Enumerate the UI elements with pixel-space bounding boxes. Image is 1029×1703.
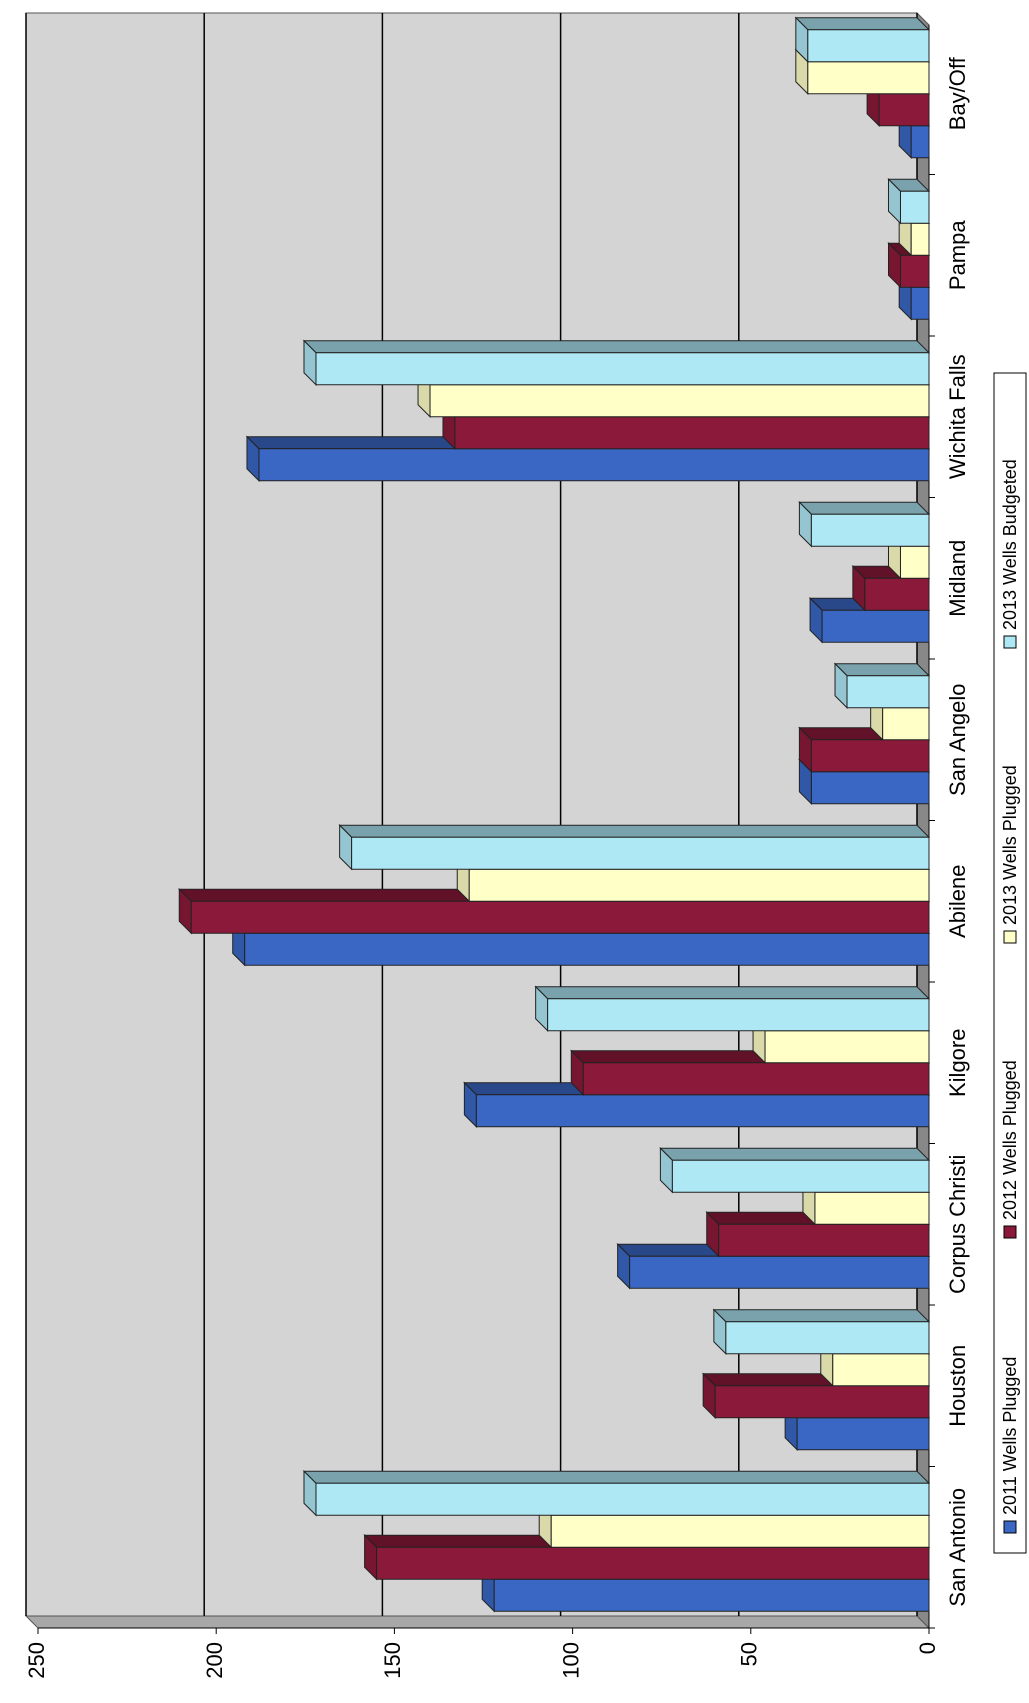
legend-swatch	[1003, 1520, 1017, 1534]
bar	[190, 900, 930, 934]
bar	[376, 1546, 930, 1580]
y-tick-label: 0	[915, 1642, 940, 1654]
legend: 2011 Wells Plugged 2012 Wells Plugged 2013…	[993, 372, 1027, 1554]
bar	[714, 1385, 930, 1419]
y-tick-label: 250	[24, 1642, 49, 1679]
bar	[807, 61, 930, 95]
x-tick-label: Bay/Off	[945, 56, 970, 130]
bar	[910, 125, 930, 159]
bar	[493, 1578, 930, 1612]
x-tick-label: Kilgore	[945, 1029, 970, 1097]
y-tick-label: 100	[558, 1642, 583, 1679]
bar	[810, 771, 930, 805]
bar-side	[712, 1309, 931, 1323]
bar-side	[534, 986, 931, 1000]
bar-side	[833, 663, 931, 677]
legend-label: 2013 Wells Budgeted	[1000, 459, 1020, 630]
bar	[454, 416, 930, 450]
legend-swatch	[1003, 635, 1017, 649]
bar	[796, 1417, 930, 1451]
bar	[899, 545, 930, 579]
bar-side	[302, 1470, 931, 1484]
bar	[671, 1159, 930, 1193]
bar	[821, 609, 930, 643]
rotated-chart: 0 50 100 150 200 250 San Antonio Houston Corpus …	[24, 11, 1027, 1679]
x-tick-label: San Antonio	[945, 1488, 970, 1607]
x-tick-label: Midland	[945, 540, 970, 617]
x-tick-label: Wichita Falls	[945, 354, 970, 479]
bar	[910, 222, 930, 256]
bar	[810, 739, 930, 773]
y-tick-label: 50	[737, 1642, 762, 1666]
bar-side	[302, 340, 931, 354]
y-tick-label: 150	[380, 1642, 405, 1679]
bar	[725, 1321, 930, 1355]
legend-swatch	[1003, 930, 1017, 944]
bar	[718, 1223, 930, 1257]
bar	[258, 448, 930, 482]
bar	[846, 675, 930, 709]
bar	[244, 932, 930, 966]
legend-label: 2012 Wells Plugged	[1000, 1060, 1020, 1220]
bar-side	[659, 1147, 931, 1161]
bar	[899, 254, 930, 288]
x-tick-label: Pampa	[945, 220, 970, 290]
bar	[807, 29, 930, 63]
bar	[547, 998, 930, 1032]
bar	[864, 577, 930, 611]
bar	[899, 190, 930, 224]
x-tick-label: Abilene	[945, 865, 970, 938]
bar	[475, 1094, 930, 1128]
bar	[315, 1482, 930, 1516]
bar	[910, 286, 930, 320]
bar-side	[798, 501, 931, 515]
bar	[315, 352, 930, 386]
bar	[351, 836, 930, 870]
bar	[814, 1191, 930, 1225]
bar-side	[338, 824, 931, 838]
legend-box	[993, 372, 1027, 1554]
legend-swatch	[1003, 1225, 1017, 1239]
bar	[629, 1255, 930, 1289]
x-tick-label: San Angelo	[945, 683, 970, 796]
bar	[429, 384, 930, 418]
bar	[764, 1030, 930, 1064]
bar	[582, 1062, 930, 1096]
side-wall	[24, 1615, 931, 1629]
bar-side	[794, 17, 931, 31]
bar	[550, 1514, 930, 1548]
legend-label: 2013 Wells Plugged	[1000, 765, 1020, 925]
x-tick-label: Corpus Christi	[945, 1155, 970, 1294]
x-tick-label: Houston	[945, 1345, 970, 1427]
bar	[468, 868, 930, 902]
bar	[878, 93, 930, 127]
bar	[882, 707, 930, 741]
bar	[832, 1353, 930, 1387]
y-tick-label: 200	[202, 1642, 227, 1679]
legend-label: 2011 Wells Plugged	[1000, 1357, 1020, 1515]
bar	[810, 513, 930, 547]
